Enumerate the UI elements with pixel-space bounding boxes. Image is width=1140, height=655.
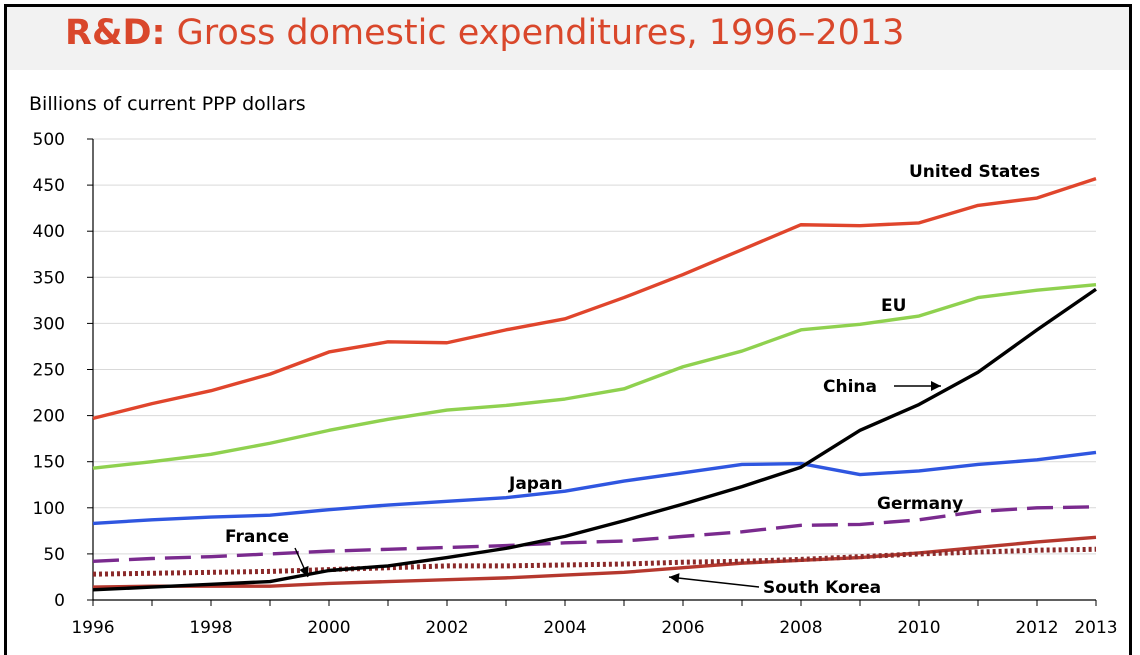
series-line-united-states (92, 177, 1097, 421)
y-tick-label: 450 (33, 176, 65, 196)
series-line-france (92, 546, 1097, 577)
y-tick-label: 0 (54, 591, 65, 611)
line-chart: Billions of current PPP dollars 0 50 100 150… (29, 93, 1118, 638)
x-tick-label: 2008 (779, 618, 822, 638)
y-tick-label: 300 (33, 314, 65, 334)
china-arrow-head (931, 381, 941, 391)
chart-title: R&D: Gross domestic expenditures, 1996–2… (65, 13, 904, 53)
series-line-eu (92, 282, 1097, 470)
x-tick-label: 2000 (307, 618, 350, 638)
south-korea-arrow-line (668, 576, 760, 588)
south-korea-arrow-head (669, 573, 680, 584)
x-tick-label: 2006 (661, 618, 704, 638)
title-prefix: R&D: (65, 13, 166, 53)
label-south-korea: South Korea (763, 578, 881, 598)
y-tick-label: 500 (33, 130, 65, 150)
y-tick-label: 200 (33, 407, 65, 427)
y-tick-label: 250 (33, 361, 65, 381)
title-band (7, 7, 1129, 70)
y-axis-label: Billions of current PPP dollars (29, 93, 306, 115)
x-tick-label: 2012 (1015, 618, 1058, 638)
france-arrow-head (299, 565, 309, 577)
label-germany: Germany (877, 494, 963, 514)
x-tick-label: 2002 (425, 618, 468, 638)
chart-frame: R&D: Gross domestic expenditures, 1996–2… (4, 4, 1132, 655)
y-tick-label: 50 (43, 545, 65, 565)
series-line-china (92, 287, 1097, 592)
title-text: Gross domestic expenditures, 1996–2013 (176, 13, 905, 53)
label-japan: Japan (508, 474, 563, 494)
x-tick-label: 2010 (897, 618, 940, 638)
series-line-germany (92, 505, 1097, 563)
label-china: China (823, 377, 877, 397)
label-france: France (225, 527, 289, 547)
x-tick-label: 1996 (71, 618, 114, 638)
label-eu: EU (881, 296, 906, 316)
y-tick-label: 150 (33, 453, 65, 473)
x-tick-label: 2004 (543, 618, 586, 638)
y-tick-label: 100 (33, 499, 65, 519)
label-united-states: United States (909, 162, 1040, 182)
y-tick-label: 400 (33, 222, 65, 242)
y-tick-label: 350 (33, 268, 65, 288)
x-tick-label: 2013 (1074, 618, 1117, 638)
x-tick-label: 1998 (189, 618, 232, 638)
series-line-japan (92, 450, 1097, 526)
